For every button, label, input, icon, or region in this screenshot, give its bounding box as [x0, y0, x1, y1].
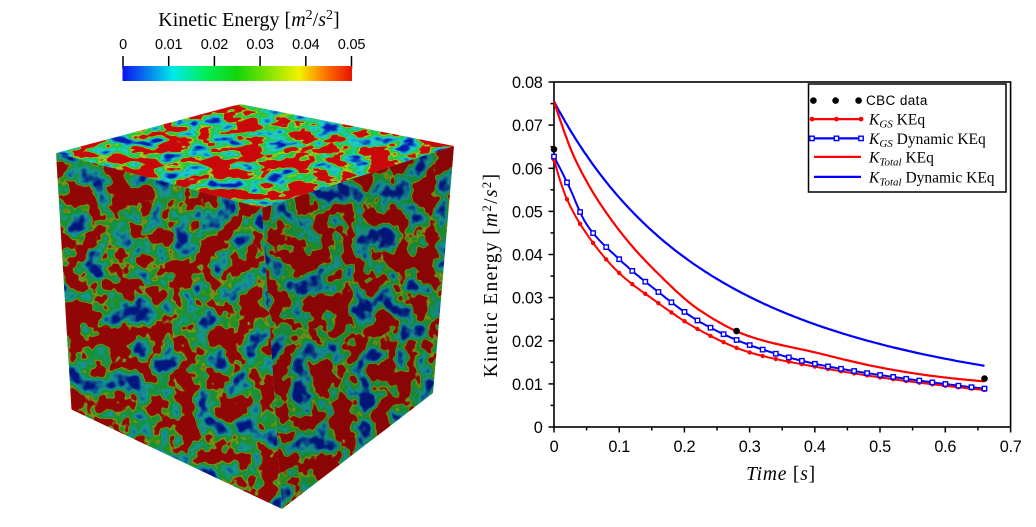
svg-text:CBC data: CBC data — [866, 93, 928, 108]
svg-text:0.03: 0.03 — [246, 37, 274, 53]
svg-text:0.04: 0.04 — [292, 37, 320, 53]
svg-text:0.05: 0.05 — [338, 37, 366, 53]
svg-text:KGS KEq: KGS KEq — [868, 112, 925, 131]
svg-text:KTotal KEq: KTotal KEq — [868, 149, 934, 168]
svg-text:0.05: 0.05 — [512, 203, 543, 221]
svg-text:Time [s]: Time [s] — [746, 464, 816, 485]
svg-text:0.03: 0.03 — [512, 290, 543, 308]
svg-text:0.01: 0.01 — [512, 376, 543, 394]
svg-text:0.4: 0.4 — [804, 438, 826, 456]
svg-text:0.01: 0.01 — [155, 37, 183, 53]
svg-text:Kinetic Energy [m2/s2]: Kinetic Energy [m2/s2] — [158, 8, 339, 31]
svg-text:0.1: 0.1 — [608, 438, 630, 456]
svg-text:0.3: 0.3 — [739, 438, 761, 456]
svg-text:0.02: 0.02 — [512, 333, 543, 351]
svg-text:0: 0 — [550, 438, 559, 456]
svg-text:0.02: 0.02 — [201, 37, 229, 53]
svg-text:0.2: 0.2 — [674, 438, 696, 456]
svg-text:Kinetic Energy [m2/s2]: Kinetic Energy [m2/s2] — [479, 173, 502, 378]
svg-text:0: 0 — [534, 419, 543, 437]
svg-text:0.06: 0.06 — [512, 160, 543, 178]
svg-text:0.08: 0.08 — [512, 74, 543, 92]
svg-text:0.07: 0.07 — [512, 117, 543, 135]
svg-text:0.04: 0.04 — [512, 247, 543, 265]
svg-text:0.6: 0.6 — [934, 438, 956, 456]
svg-text:0.5: 0.5 — [869, 438, 891, 456]
svg-text:0: 0 — [119, 37, 127, 53]
svg-text:0.7: 0.7 — [1000, 438, 1022, 456]
